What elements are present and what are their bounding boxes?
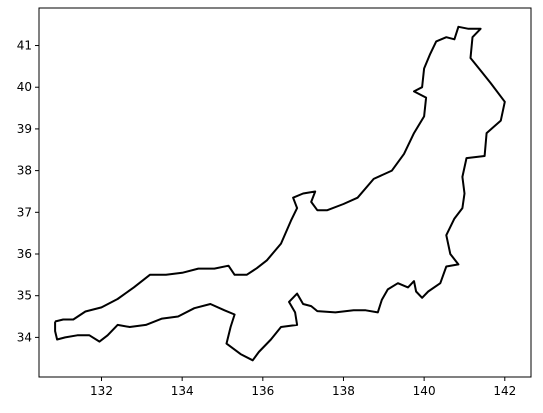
x-tick-label: 140 (413, 384, 436, 398)
y-axis-ticks: 34 35 36 37 38 39 40 41 (17, 39, 39, 344)
x-tick-label: 136 (251, 384, 274, 398)
y-tick-label: 35 (17, 289, 32, 303)
y-tick-label: 40 (17, 80, 32, 94)
y-tick-label: 39 (17, 122, 32, 136)
x-tick-label: 132 (90, 384, 113, 398)
coastline-layer (54, 25, 506, 362)
x-tick-label: 138 (332, 384, 355, 398)
axes-frame (38, 7, 532, 378)
y-tick-label: 34 (17, 330, 32, 344)
coastline-line (54, 25, 506, 362)
x-tick-label: 134 (171, 384, 194, 398)
y-tick-label: 41 (17, 39, 32, 53)
x-tick-label: 142 (493, 384, 516, 398)
y-tick-label: 37 (17, 205, 32, 219)
x-axis-ticks: 132 134 136 138 140 142 (90, 377, 516, 398)
y-tick-label: 36 (17, 247, 32, 261)
y-tick-label: 38 (17, 164, 32, 178)
